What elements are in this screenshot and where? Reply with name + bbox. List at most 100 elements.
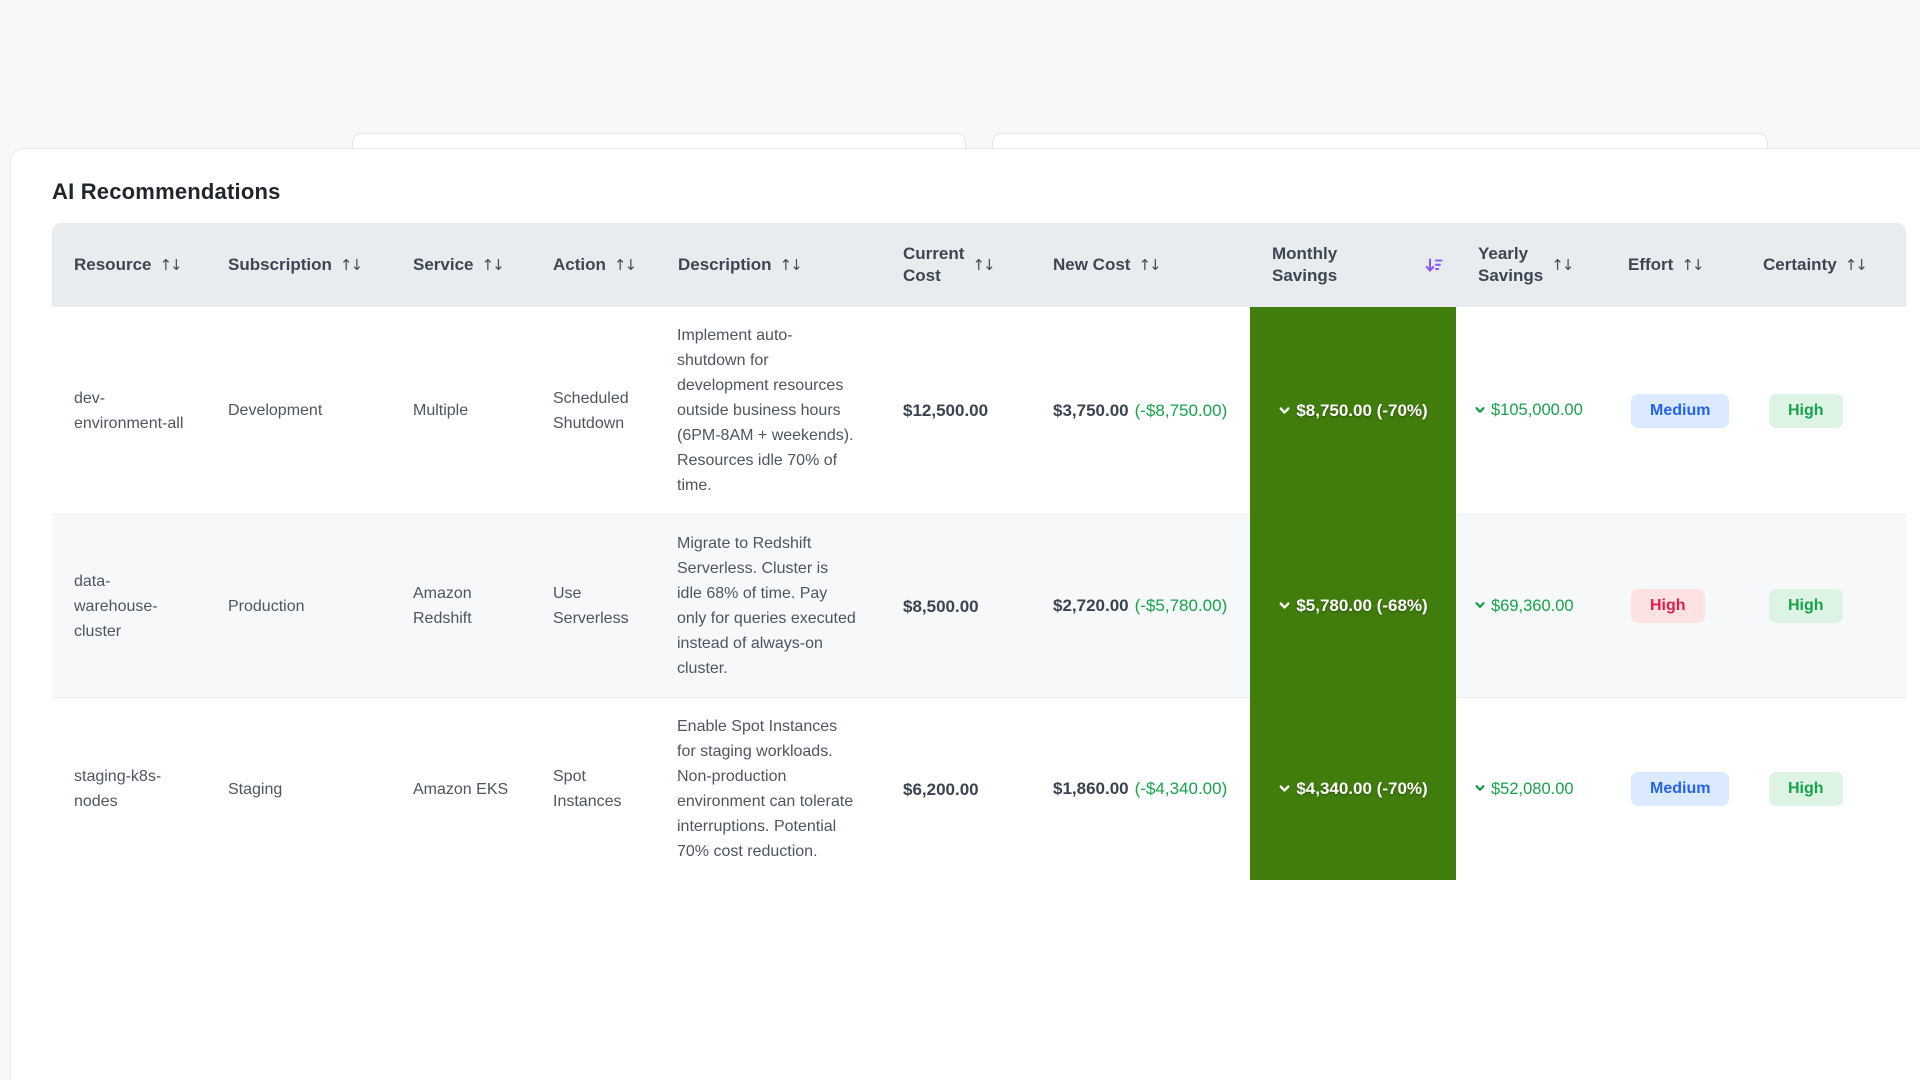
- sort-neutral-icon[interactable]: ↑↓: [1844, 256, 1868, 274]
- table-body: dev-environment-all Development Multiple…: [52, 307, 1906, 880]
- cell-description: Migrate to Redshift Serverless. Cluster …: [656, 514, 881, 697]
- col-label: Certainty: [1763, 255, 1837, 274]
- col-label: Subscription: [228, 255, 332, 274]
- col-header-service[interactable]: Service ↑↓: [391, 223, 531, 307]
- col-label: Action: [553, 255, 606, 274]
- table-header: Resource ↑↓ Subscription ↑↓ Service ↑↓ Acti…: [52, 223, 1906, 307]
- chevron-down-icon: [1278, 599, 1291, 612]
- cell-current-cost: $12,500.00: [881, 307, 1031, 514]
- cell-subscription: Development: [206, 307, 391, 514]
- sort-neutral-icon[interactable]: ↑↓: [972, 256, 995, 274]
- cell-new-cost: $3,750.00 (-$8,750.00): [1031, 307, 1250, 514]
- certainty-badge: High: [1769, 393, 1843, 428]
- col-header-current-cost[interactable]: Current Cost ↑↓: [881, 223, 1031, 307]
- cell-resource: staging-k8s-nodes: [52, 697, 206, 880]
- sort-neutral-icon[interactable]: ↑↓: [779, 256, 803, 274]
- new-cost-delta: (-$5,780.00): [1134, 596, 1228, 615]
- new-cost-value: $1,860.00: [1053, 779, 1129, 798]
- cell-action: Scheduled Shutdown: [531, 307, 656, 514]
- monthly-savings-value: $4,340.00 (-70%): [1296, 779, 1428, 798]
- cell-service: Amazon EKS: [391, 697, 531, 880]
- cell-current-cost: $8,500.00: [881, 514, 1031, 697]
- col-header-description[interactable]: Description ↑↓: [656, 223, 881, 307]
- ai-recommendations-card: AI Recommendations Resource ↑↓ Subscripti…: [10, 148, 1920, 1080]
- cell-new-cost: $2,720.00 (-$5,780.00): [1031, 514, 1250, 697]
- chevron-down-icon: [1278, 782, 1291, 795]
- cell-resource: dev-environment-all: [52, 307, 206, 514]
- sort-descending-icon[interactable]: [1424, 255, 1444, 275]
- cell-action: Spot Instances: [531, 697, 656, 880]
- certainty-badge: High: [1769, 772, 1843, 806]
- col-header-action[interactable]: Action ↑↓: [531, 223, 656, 307]
- col-header-yearly-savings[interactable]: Yearly Savings ↑↓: [1456, 223, 1606, 307]
- col-header-certainty[interactable]: Certainty ↑↓: [1741, 223, 1906, 307]
- cell-effort: Medium: [1606, 307, 1741, 514]
- col-label: New Cost: [1053, 255, 1131, 274]
- sort-neutral-icon[interactable]: ↑↓: [1681, 256, 1704, 274]
- cell-yearly-savings: $105,000.00: [1456, 307, 1606, 514]
- yearly-savings-value: $52,080.00: [1491, 779, 1574, 798]
- col-label: Current Cost: [903, 244, 965, 285]
- col-header-subscription[interactable]: Subscription ↑↓: [206, 223, 391, 307]
- sort-neutral-icon[interactable]: ↑↓: [339, 256, 363, 274]
- sort-neutral-icon[interactable]: ↑↓: [481, 256, 505, 274]
- header-row: Resource ↑↓ Subscription ↑↓ Service ↑↓ Acti…: [52, 223, 1906, 307]
- col-header-resource[interactable]: Resource ↑↓: [52, 223, 206, 307]
- new-cost-delta: (-$4,340.00): [1134, 779, 1228, 798]
- effort-badge: Medium: [1631, 772, 1730, 806]
- chevron-down-icon: [1278, 404, 1291, 417]
- col-header-effort[interactable]: Effort ↑↓: [1606, 223, 1741, 307]
- new-cost-value: $2,720.00: [1053, 596, 1129, 615]
- col-header-monthly-savings[interactable]: Monthly Savings: [1250, 223, 1456, 307]
- col-label: Effort: [1628, 255, 1674, 274]
- monthly-savings-value: $8,750.00 (-70%): [1296, 401, 1428, 420]
- sort-neutral-icon[interactable]: ↑↓: [1551, 256, 1574, 274]
- cell-monthly-savings: $5,780.00 (-68%): [1250, 514, 1456, 697]
- chevron-down-icon: [1474, 404, 1486, 416]
- cell-effort: High: [1606, 514, 1741, 697]
- new-cost-delta: (-$8,750.00): [1134, 400, 1228, 420]
- cell-subscription: Staging: [206, 697, 391, 880]
- cell-service: Amazon Redshift: [391, 514, 531, 697]
- cell-yearly-savings: $52,080.00: [1456, 697, 1606, 880]
- table-row-dev-environment: dev-environment-all Development Multiple…: [52, 307, 1906, 514]
- effort-badge: Medium: [1631, 393, 1730, 428]
- cell-description: Enable Spot Instances for staging worklo…: [656, 697, 881, 880]
- cell-service: Multiple: [391, 307, 531, 514]
- yearly-savings-value: $105,000.00: [1491, 401, 1583, 419]
- new-cost-value: $3,750.00: [1053, 400, 1129, 420]
- chevron-down-icon: [1474, 782, 1486, 794]
- col-label: Description: [678, 255, 772, 274]
- cell-current-cost: $6,200.00: [881, 697, 1031, 880]
- cell-certainty: High: [1741, 307, 1906, 514]
- col-label: Service: [413, 255, 474, 274]
- section-title: AI Recommendations: [52, 179, 281, 204]
- certainty-badge: High: [1769, 589, 1843, 623]
- table-row-data-warehouse: data-warehouse-cluster Production Amazon…: [52, 514, 1906, 697]
- monthly-savings-value: $5,780.00 (-68%): [1296, 596, 1428, 615]
- cell-effort: Medium: [1606, 697, 1741, 880]
- col-label: Yearly Savings: [1478, 244, 1544, 285]
- sort-neutral-icon[interactable]: ↑↓: [1138, 256, 1161, 274]
- recommendations-table: Resource ↑↓ Subscription ↑↓ Service ↑↓ Acti…: [52, 223, 1906, 880]
- effort-badge: High: [1631, 589, 1705, 623]
- cell-monthly-savings: $4,340.00 (-70%): [1250, 697, 1456, 880]
- col-label: Resource: [74, 255, 152, 274]
- cell-certainty: High: [1741, 697, 1906, 880]
- cell-monthly-savings: $8,750.00 (-70%): [1250, 307, 1456, 514]
- cell-yearly-savings: $69,360.00: [1456, 514, 1606, 697]
- cell-new-cost: $1,860.00 (-$4,340.00): [1031, 697, 1250, 880]
- cell-description: Implement auto-shutdown for development …: [656, 307, 881, 514]
- table-row-staging-k8s: staging-k8s-nodes Staging Amazon EKS Spo…: [52, 697, 1906, 880]
- yearly-savings-value: $69,360.00: [1491, 596, 1574, 615]
- top-cropped-region: [0, 0, 1920, 155]
- col-label: Monthly Savings: [1272, 244, 1338, 285]
- sort-neutral-icon[interactable]: ↑↓: [613, 256, 637, 274]
- col-header-new-cost[interactable]: New Cost ↑↓: [1031, 223, 1250, 307]
- cell-action: Use Serverless: [531, 514, 656, 697]
- cell-subscription: Production: [206, 514, 391, 697]
- chevron-down-icon: [1474, 599, 1486, 611]
- sort-neutral-icon[interactable]: ↑↓: [159, 256, 182, 274]
- cell-resource: data-warehouse-cluster: [52, 514, 206, 697]
